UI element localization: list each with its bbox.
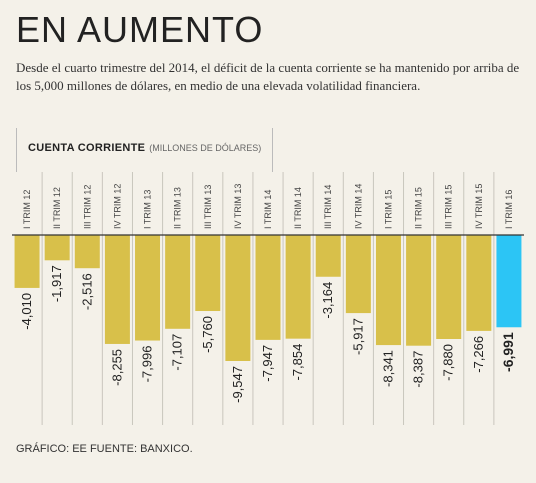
category-label: III TRIM 14 <box>323 185 333 229</box>
category-label: II TRIM 14 <box>293 187 303 229</box>
bar-4 <box>104 235 130 344</box>
category-label: II TRIM 13 <box>173 187 183 229</box>
page-subtitle: Desde el cuarto trimestre del 2014, el d… <box>16 60 520 93</box>
legend-unit: (MILLONES DE DÓLARES) <box>149 143 262 153</box>
data-label: -8,387 <box>411 351 426 388</box>
data-label: -8,255 <box>109 349 124 386</box>
bar-12 <box>345 235 371 314</box>
category-label: II TRIM 15 <box>414 187 424 229</box>
bar-2 <box>44 235 70 261</box>
category-label: IV TRIM 15 <box>474 184 484 229</box>
legend-title: CUENTA CORRIENTE <box>28 142 146 154</box>
category-label: III TRIM 12 <box>82 185 92 229</box>
category-label: IV TRIM 12 <box>112 184 122 229</box>
legend-box <box>16 128 273 172</box>
bar-13 <box>375 235 401 346</box>
bar-16 <box>466 235 492 331</box>
source-note: GRÁFICO: EE FUENTE: BANXICO. <box>16 443 193 455</box>
data-label: -7,996 <box>140 346 155 383</box>
data-label: -1,917 <box>49 265 64 302</box>
data-label: -6,991 <box>500 332 516 372</box>
category-label: I TRIM 13 <box>143 190 153 229</box>
category-label: I TRIM 12 <box>22 190 32 229</box>
category-label: III TRIM 15 <box>444 185 454 229</box>
data-label: -7,947 <box>260 345 275 382</box>
category-label: IV TRIM 14 <box>353 184 363 229</box>
bar-9 <box>255 235 281 340</box>
bar-17 <box>496 235 522 328</box>
category-label: I TRIM 14 <box>263 190 273 229</box>
bar-8 <box>225 235 251 361</box>
category-label: II TRIM 12 <box>52 187 62 229</box>
data-label: -5,917 <box>350 318 365 355</box>
category-label: IV TRIM 13 <box>233 184 243 229</box>
data-label: -4,010 <box>19 293 34 330</box>
data-label: -2,516 <box>79 273 94 310</box>
bar-6 <box>165 235 191 329</box>
data-label: -9,547 <box>230 366 245 403</box>
data-label: -7,854 <box>290 344 305 381</box>
data-label: -8,341 <box>380 350 395 387</box>
category-label: I TRIM 16 <box>504 190 514 229</box>
bar-14 <box>406 235 432 346</box>
bar-3 <box>74 235 100 269</box>
category-label: III TRIM 13 <box>203 185 213 229</box>
bar-5 <box>135 235 161 341</box>
bar-10 <box>285 235 311 339</box>
data-label: -7,107 <box>170 334 185 371</box>
data-label: -7,880 <box>441 344 456 381</box>
legend: CUENTA CORRIENTE (MILLONES DE DÓLARES) <box>28 142 261 154</box>
category-label: I TRIM 15 <box>383 190 393 229</box>
bar-15 <box>436 235 462 339</box>
bar-7 <box>195 235 221 312</box>
bar-11 <box>315 235 341 277</box>
data-label: -7,266 <box>471 336 486 373</box>
data-label: -3,164 <box>320 282 335 319</box>
page-title: EN AUMENTO <box>16 9 264 50</box>
data-label: -5,760 <box>200 316 215 353</box>
bar-1 <box>14 235 40 288</box>
